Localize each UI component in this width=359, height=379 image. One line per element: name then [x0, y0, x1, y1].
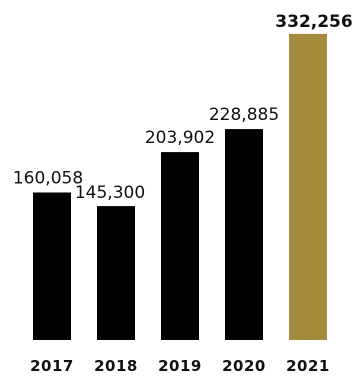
category-label-2018: 2018	[94, 357, 138, 375]
value-label-2018: 145,300	[75, 183, 145, 203]
value-label-2019: 203,902	[145, 128, 215, 148]
category-label-2019: 2019	[158, 357, 202, 375]
bar-2021	[289, 33, 327, 341]
value-label-2017: 160,058	[13, 169, 83, 189]
category-label-2017: 2017	[30, 357, 74, 375]
value-label-2021: 332,256	[275, 12, 352, 32]
bar-2019	[161, 152, 199, 340]
bar-2018	[97, 206, 135, 340]
category-labels-group: 2017 2018 2019 2020 2021	[30, 357, 330, 375]
category-label-2021: 2021	[286, 357, 330, 375]
bars-group	[33, 33, 327, 341]
category-label-2020: 2020	[222, 357, 266, 375]
value-label-2020: 228,885	[209, 105, 279, 125]
bar-2020	[225, 129, 263, 340]
bar-2017	[33, 192, 71, 340]
